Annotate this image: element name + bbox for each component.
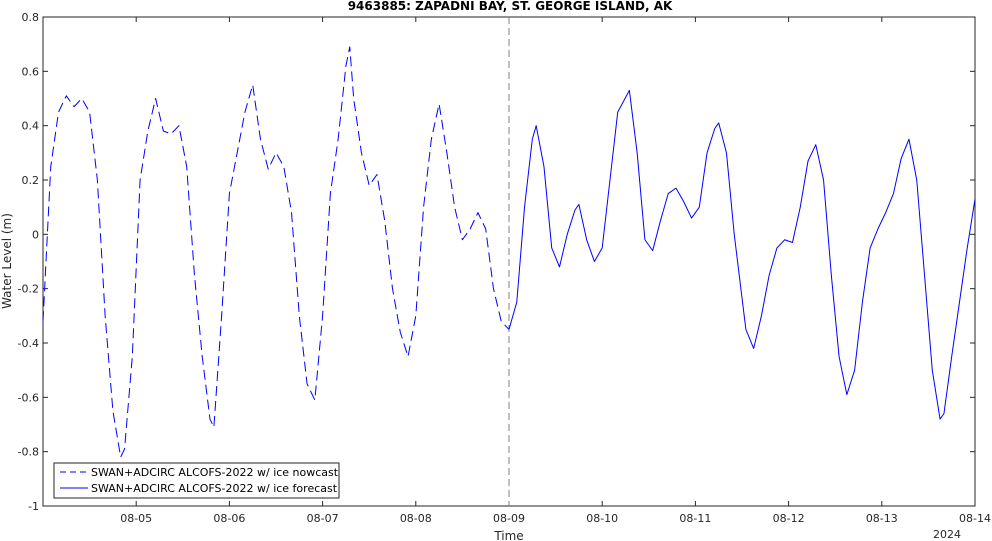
forecast-series-line: [508, 89, 976, 420]
series-layer: [42, 46, 976, 458]
y-axis: 0.8 0.6 0.4 0.2 0 -0.2 -0.4 -0.6 -0.8 -1: [18, 11, 975, 513]
y-tick-label: -0.6: [18, 391, 39, 404]
plot-area: 0.80.60.40.20-0.2-0.4-0.6-0.8-1 08-05 08-…: [18, 11, 991, 525]
y-tick-label: 0.4: [22, 120, 40, 133]
nowcast-series-line: [42, 46, 510, 458]
y-tick-label: -1: [28, 500, 39, 513]
x-tick-label: 08-09: [493, 512, 525, 525]
x-axis-title: Time: [493, 529, 523, 541]
chart-title: 9463885: ZAPADNI BAY, ST. GEORGE ISLAND,…: [348, 0, 673, 13]
x-tick-label: 08-13: [866, 512, 898, 525]
legend-nowcast-label: SWAN+ADCIRC ALCOFS-2022 w/ ice nowcast: [91, 466, 339, 479]
year-label: 2024: [933, 528, 961, 541]
y-tick-label: 0: [32, 228, 39, 241]
y-tick-label: 0.6: [22, 65, 40, 78]
y-axis-title: Water Level (m): [0, 213, 14, 309]
legend: SWAN+ADCIRC ALCOFS-2022 w/ ice nowcast S…: [53, 462, 340, 499]
x-tick-label: 08-14: [959, 512, 991, 525]
y-tick-label: -0.2: [18, 283, 39, 296]
x-tick-label: 08-07: [307, 512, 339, 525]
legend-box: [53, 462, 340, 499]
y-tick-label: -0.8: [18, 446, 39, 459]
legend-forecast-label: SWAN+ADCIRC ALCOFS-2022 w/ ice forecast: [91, 482, 338, 495]
x-tick-label: 08-08: [400, 512, 432, 525]
x-tick-label: 08-12: [773, 512, 805, 525]
y-tick-label: 0.2: [22, 174, 40, 187]
x-axis: 08-05 08-06 08-07 08-08 08-09 08-10 08-11 08-12…: [120, 17, 991, 525]
x-tick-label: 08-06: [213, 512, 245, 525]
x-tick-label: 08-11: [679, 512, 711, 525]
y-tick-label: 0.8: [22, 11, 40, 24]
x-tick-label: 08-05: [120, 512, 152, 525]
x-tick-label: 08-10: [586, 512, 618, 525]
y-tick-label: -0.4: [18, 337, 39, 350]
